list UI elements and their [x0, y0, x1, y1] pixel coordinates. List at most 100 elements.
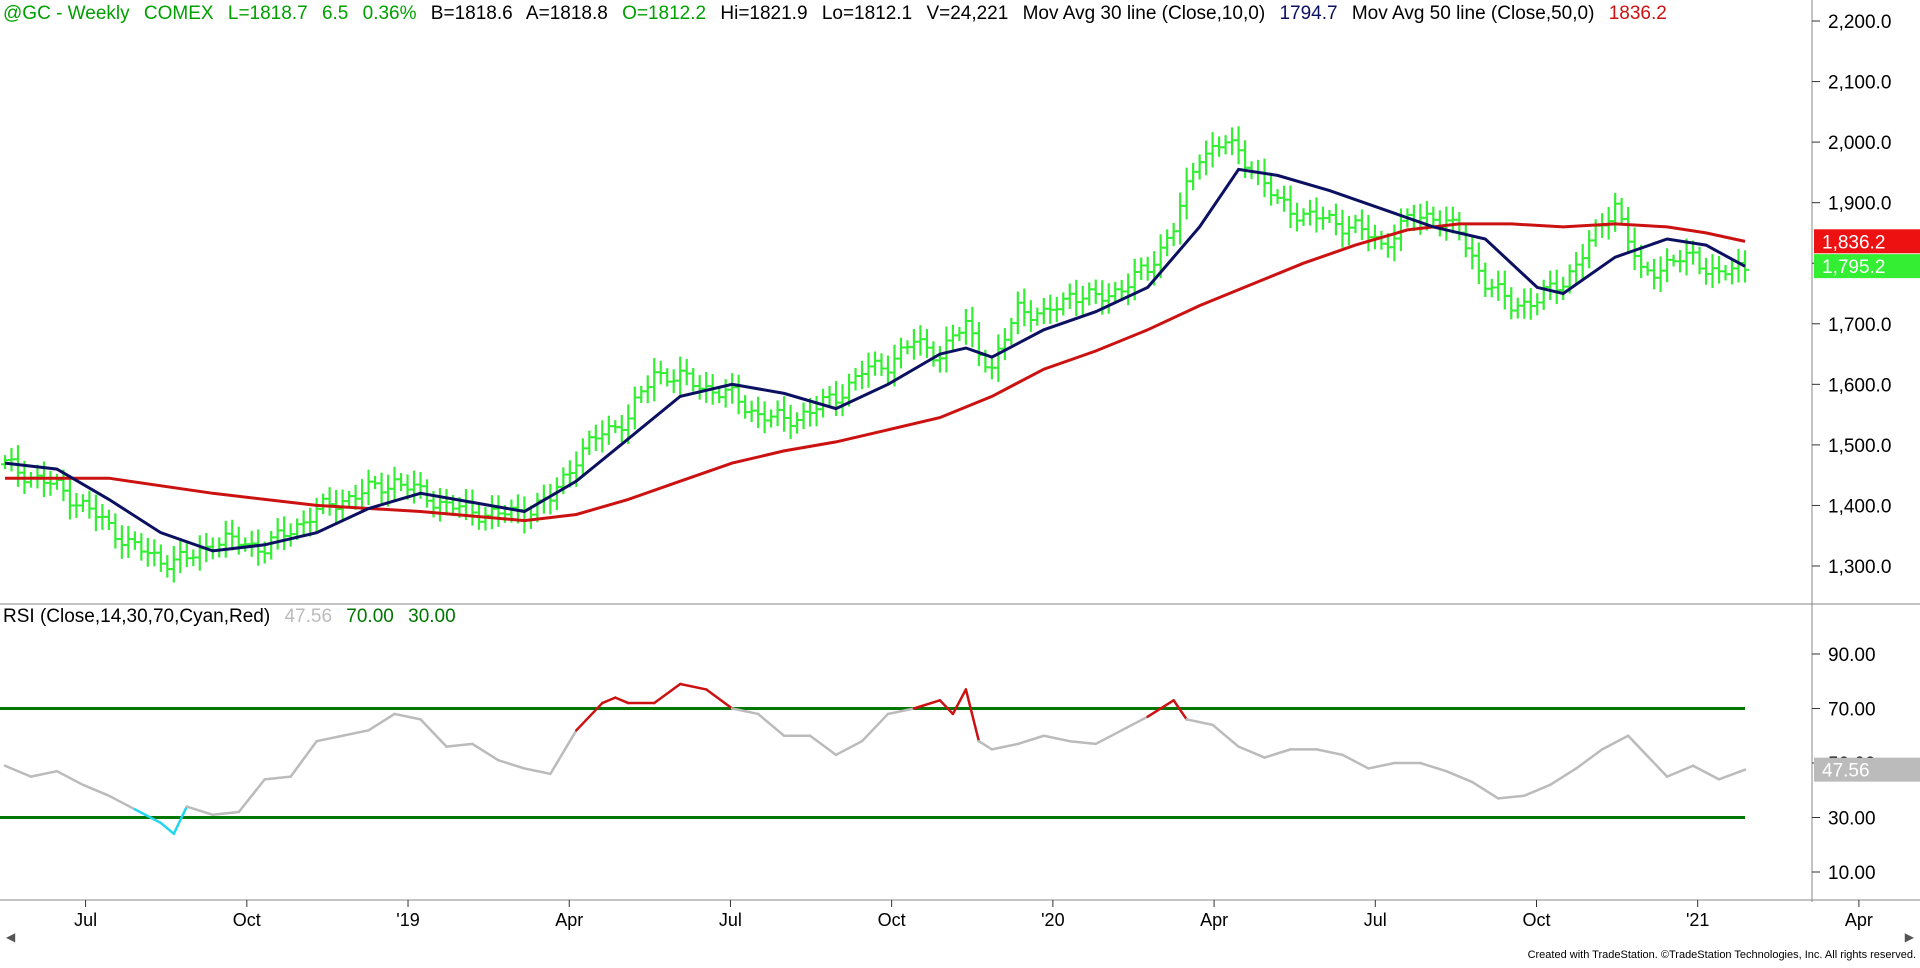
x-tick-label: Jul — [719, 910, 742, 930]
low-value: Lo=1812.1 — [821, 3, 913, 24]
rsi-segment — [523, 767, 552, 776]
rsi-segment — [185, 805, 215, 817]
price-axis: 2,200.02,100.02,000.01,900.01,800.01,700… — [1812, 12, 1891, 578]
ma50-value: 1836.2 — [1608, 3, 1667, 24]
rsi-segment — [159, 821, 176, 836]
price-tick-label: 1,900.0 — [1828, 194, 1891, 215]
x-tick-label: Apr — [1200, 910, 1228, 930]
rsi-segment — [1185, 718, 1214, 727]
rsi-segment — [1639, 748, 1669, 778]
price-tick-label: 2,000.0 — [1828, 133, 1891, 154]
rsi-segment — [1691, 764, 1721, 781]
rsi-segment — [471, 742, 500, 762]
rsi-segment — [951, 688, 968, 716]
price-tick-label: 2,100.0 — [1828, 73, 1891, 94]
rsi-segment — [653, 682, 682, 705]
x-axis: JulOct'19AprJulOct'20AprJulOct'21AprJulO… — [74, 900, 1873, 930]
price-tick-label: 2,200.0 — [1828, 12, 1891, 33]
rsi-segment — [614, 696, 630, 705]
x-tick-label: '21 — [1686, 910, 1709, 930]
rsi-segment — [678, 682, 708, 691]
rsi-segment — [549, 729, 578, 776]
rsi-segment — [1094, 729, 1123, 746]
rsi-segment — [1042, 734, 1072, 743]
rsi-segment — [1600, 734, 1630, 751]
rsi-segment — [1211, 723, 1240, 748]
rsi-segment — [912, 699, 942, 710]
rsi-overbought-value: 70.00 — [346, 606, 394, 627]
rsi-segment — [1471, 780, 1500, 800]
rsi-value: 47.56 — [284, 606, 333, 627]
rsi-segment — [1548, 767, 1578, 787]
x-tick-label: Apr — [555, 910, 583, 930]
price-tick-label: 1,500.0 — [1828, 436, 1891, 457]
moving-average-lines — [4, 167, 1746, 553]
rsi-segment — [1263, 748, 1292, 759]
rsi-segment — [860, 712, 890, 743]
open-value: O=1812.2 — [622, 3, 707, 24]
rsi-value-label: 47.56 — [1822, 761, 1870, 782]
rsi-tick-label: 30.00 — [1828, 809, 1876, 830]
rsi-segment — [55, 769, 85, 787]
rsi-segment — [1419, 761, 1448, 773]
rsi-segment — [107, 794, 137, 811]
rsi-panel — [0, 606, 1812, 900]
exchange-label: COMEX — [143, 3, 214, 24]
rsi-segment — [1315, 748, 1344, 757]
rsi-segment — [1172, 699, 1188, 721]
price-tick-label: 1,700.0 — [1828, 315, 1891, 336]
rsi-segment — [1574, 748, 1604, 770]
rsi-segment — [341, 729, 370, 737]
scroll-right-arrow-icon[interactable]: ▶ — [1904, 930, 1914, 944]
ma30-label: Mov Avg 30 line (Close,10,0) — [1022, 3, 1266, 24]
rsi-segment — [1016, 734, 1046, 746]
last-price-label: 1,795.2 — [1822, 257, 1885, 278]
rsi-segment — [1367, 761, 1396, 770]
rsi-segment — [1497, 794, 1526, 800]
price-tick-label: 1,600.0 — [1828, 375, 1891, 396]
rsi-segment — [1237, 745, 1266, 759]
rsi-segment — [1445, 769, 1474, 784]
value-labels: 1,836.2 1,795.2 47.56 — [1814, 229, 1920, 782]
rsi-tick-label: 90.00 — [1828, 645, 1876, 666]
rsi-segment — [808, 734, 838, 757]
rsi-segment — [315, 734, 344, 743]
change-pct-value: 0.36% — [362, 3, 417, 24]
rsi-segment — [419, 718, 448, 748]
rsi-segment — [1523, 783, 1552, 797]
rsi-segment — [1717, 768, 1747, 781]
x-tick-label: Jul — [1364, 910, 1387, 930]
price-tick-label: 1,400.0 — [1828, 496, 1891, 517]
last-value: L=1818.7 — [227, 3, 308, 24]
rsi-segment — [886, 707, 916, 716]
x-tick-label: Oct — [233, 910, 261, 930]
rsi-segment — [834, 739, 864, 757]
rsi-layer — [0, 682, 1747, 836]
rsi-segment — [367, 712, 396, 732]
ma50-label: Mov Avg 50 line (Close,50,0) — [1351, 3, 1595, 24]
rsi-tick-label: 10.00 — [1828, 863, 1876, 884]
rsi-segment — [289, 739, 318, 778]
rsi-segment — [133, 808, 163, 825]
scroll-left-arrow-icon[interactable]: ◀ — [6, 930, 16, 944]
rsi-segment — [237, 778, 266, 814]
symbol-title: @GC - Weekly — [3, 3, 130, 24]
rsi-segment — [3, 764, 33, 778]
rsi-segment — [263, 775, 292, 781]
rsi-segment — [601, 696, 617, 705]
rsi-segment — [211, 810, 240, 817]
rsi-tick-label: 70.00 — [1828, 700, 1876, 721]
rsi-header: RSI (Close,14,30,70,Cyan,Red) 47.56 70.0… — [3, 606, 465, 628]
footer-credit: Created with TradeStation. ©TradeStation… — [1527, 949, 1916, 961]
ask-value: A=1818.8 — [525, 3, 608, 24]
rsi-segment — [172, 805, 189, 836]
change-value: 6.5 — [321, 3, 349, 24]
x-tick-label: Oct — [1522, 910, 1550, 930]
x-tick-label: '19 — [396, 910, 419, 930]
last-price-label-bg — [1814, 254, 1920, 279]
x-tick-label: Oct — [878, 910, 906, 930]
high-value: Hi=1821.9 — [720, 3, 808, 24]
price-header: @GC - Weekly COMEX L=1818.7 6.5 0.36% B=… — [3, 3, 1676, 25]
ma30-value: 1794.7 — [1279, 3, 1338, 24]
